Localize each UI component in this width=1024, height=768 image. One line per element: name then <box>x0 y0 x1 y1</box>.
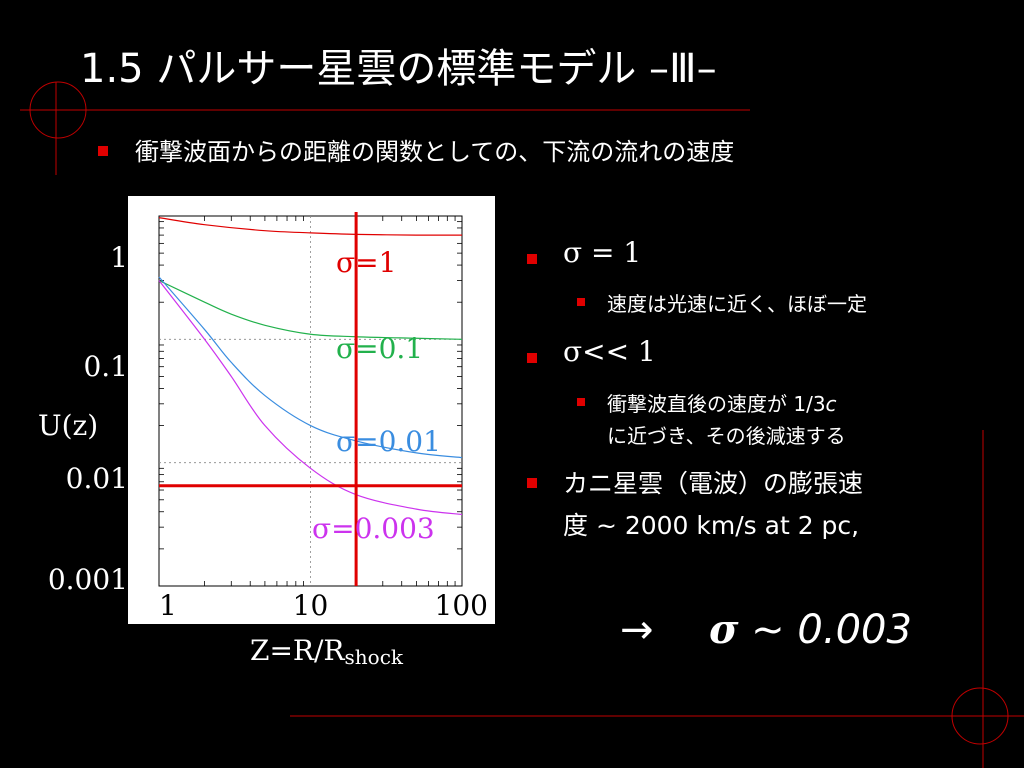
arrow-icon: → <box>620 607 654 653</box>
y-tick-label: 0.1 <box>83 350 128 383</box>
x-tick-label: 1 <box>159 589 177 622</box>
bullet-sigma-1: σ = 1 <box>563 236 642 269</box>
sub-bullet-marker <box>577 298 585 306</box>
y-tick-label: 0.01 <box>66 462 128 495</box>
sub-bullet-one-third-c: 衝撃波直後の速度が 1/3c <box>607 392 837 416</box>
series-line-3 <box>158 280 463 516</box>
y-tick-label: 0.001 <box>48 563 128 596</box>
series-line-0 <box>158 217 463 236</box>
x-tick-label: 100 <box>435 589 488 622</box>
bullet-crab-line2: 度 ~ 2000 km/s at 2 pc, <box>563 511 860 540</box>
bottom-circle <box>951 687 1009 745</box>
x-tick-label: 10 <box>293 589 329 622</box>
sub-bullet-speed-constant: 速度は光速に近く、ほぼ一定 <box>607 292 867 316</box>
series-group <box>158 217 463 516</box>
series-label: σ=0.1 <box>336 332 423 365</box>
sub-bullet-marker <box>577 398 585 406</box>
bullet-marker <box>527 478 537 488</box>
conclusion-line: → σ ~ 0.003 <box>620 606 912 653</box>
sub-bullet-decelerate: に近づき、その後減速する <box>607 424 846 448</box>
slide-subtitle: 衝撃波面からの距離の関数としての、下流の流れの速度 <box>135 138 735 166</box>
y-tick-label: 1 <box>110 241 128 274</box>
bullet-marker <box>527 353 537 363</box>
marker-lines <box>159 212 462 586</box>
series-label: σ=1 <box>336 246 396 279</box>
series-line-2 <box>158 276 463 459</box>
conclusion-value: ~ 0.003 <box>751 607 912 653</box>
bullet-marker <box>98 146 108 156</box>
slide-title: 1.5 パルサー星雲の標準モデル –Ⅲ– <box>80 46 717 92</box>
top-circle <box>29 81 87 139</box>
series-line-1 <box>158 279 463 340</box>
series-label: σ=0.003 <box>312 512 435 545</box>
series-labels: σ=1 σ=0.1 σ=0.01 σ=0.003 <box>312 246 441 545</box>
grid <box>159 216 462 586</box>
bullet-sigma-small: σ<< 1 <box>563 335 656 368</box>
chart-background <box>128 196 495 624</box>
tick-labels: 1 10 100 1 0.1 0.01 0.001 <box>48 241 488 622</box>
bullet-marker <box>527 254 537 264</box>
series-label: σ=0.01 <box>336 425 441 458</box>
bullet-crab-line1: カニ星雲（電波）の膨張速 <box>563 469 864 498</box>
conclusion-sigma: σ <box>708 606 739 653</box>
x-axis-label: Z=R/Rshock <box>250 634 404 669</box>
y-axis-label: U(z) <box>38 409 98 442</box>
